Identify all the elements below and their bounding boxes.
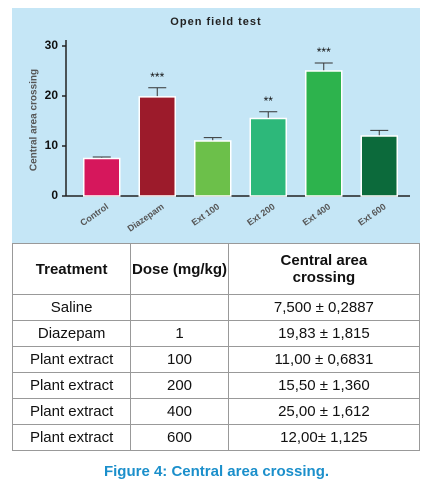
table-cell: 1 [130, 320, 229, 347]
bar [249, 117, 287, 197]
bar [138, 96, 176, 197]
header-cell: Dose (mg/kg) [130, 243, 229, 295]
figure-caption: Figure 4: Central area crossing. [103, 463, 330, 480]
significance-label: *** [317, 45, 331, 59]
table-row: Plant extract 200 15,50 ± 1,360 [11, 372, 421, 399]
table-cell: Plant extract [11, 346, 132, 373]
header-cell: Central area crossing [227, 243, 421, 295]
table-row: Diazepam 1 19,83 ± 1,815 [11, 320, 421, 347]
y-tick-label: 20 [45, 88, 59, 102]
table-cell: Plant extract [11, 398, 132, 425]
chart-title: Open field test [170, 16, 261, 28]
y-tick-label: 10 [45, 138, 59, 152]
significance-label: *** [150, 70, 164, 84]
table-cell: 200 [130, 372, 229, 399]
table-cell: 400 [130, 398, 229, 425]
table-row: Plant extract 400 25,00 ± 1,612 [11, 398, 421, 425]
empty-cell [130, 294, 229, 321]
table-cell: 15,50 ± 1,360 [227, 372, 421, 399]
chart: Open field test Central area crossing 0 1… [12, 8, 420, 243]
header-row: Treatment Dose (mg/kg) Central area crossi… [11, 243, 421, 295]
bar [360, 135, 398, 197]
table-row: Saline 7,500 ± 0,2887 [11, 294, 421, 321]
table-body: Saline 7,500 ± 0,2887 Diazepam 1 19,83 ± 1,8… [11, 294, 421, 451]
table-cell: 600 [130, 424, 229, 451]
chart-background [12, 8, 420, 243]
bar [83, 157, 121, 197]
table-cell: Plant extract [11, 372, 132, 399]
data-table: Treatment Dose (mg/kg) Central area crossi… [11, 243, 421, 451]
table-row: Plant extract 600 12,00± 1,125 [11, 424, 421, 451]
bar [305, 70, 343, 197]
table-cell: Plant extract [11, 424, 132, 451]
y-tick-label: 30 [45, 38, 59, 52]
table-cell: 19,83 ± 1,815 [227, 320, 421, 347]
table-cell: 7,500 ± 0,2887 [227, 294, 421, 321]
table-cell: 25,00 ± 1,612 [227, 398, 421, 425]
significance-label: ** [264, 94, 274, 108]
table-cell: Saline [11, 294, 132, 321]
table-row: Plant extract 100 11,00 ± 0,6831 [11, 346, 421, 373]
y-axis-label: Central area crossing [29, 69, 40, 171]
table-cell: Diazepam [11, 320, 132, 347]
header-cell: Treatment [11, 243, 132, 295]
bar [194, 140, 232, 197]
table-cell: 100 [130, 346, 229, 373]
table-cell: 12,00± 1,125 [227, 424, 421, 451]
table-cell: 11,00 ± 0,6831 [227, 346, 421, 373]
y-tick-label: 0 [51, 188, 58, 202]
